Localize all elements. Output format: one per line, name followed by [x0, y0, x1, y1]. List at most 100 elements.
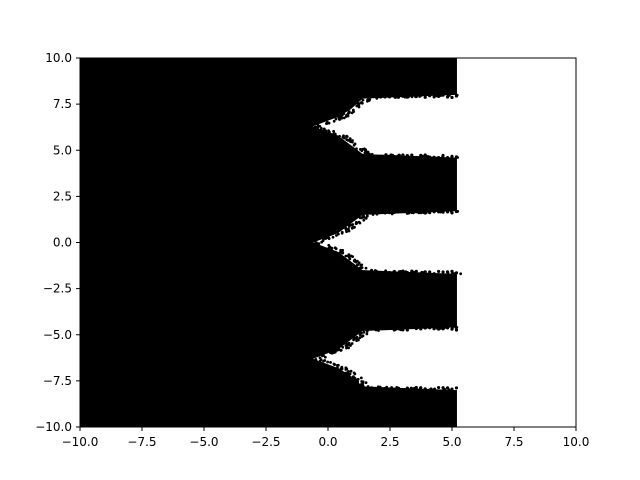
- scatter-point: [352, 338, 355, 342]
- scatter-point: [322, 128, 326, 132]
- scatter-point: [374, 386, 378, 391]
- scatter-point: [355, 147, 358, 151]
- y-tick-label: 7.5: [53, 97, 72, 111]
- scatter-point: [352, 110, 356, 114]
- y-tick-label: −2.5: [43, 282, 72, 296]
- scatter-point: [405, 95, 409, 99]
- scatter-point: [345, 135, 349, 138]
- scatter-point: [335, 234, 338, 237]
- scatter-point: [378, 326, 383, 330]
- scatter-point: [329, 360, 332, 364]
- scatter-point: [370, 209, 374, 214]
- scatter-point: [327, 129, 330, 133]
- scatter-point: [365, 271, 369, 275]
- scatter-point: [387, 388, 392, 392]
- scatter-point: [428, 270, 432, 274]
- scatter-point: [410, 153, 414, 157]
- scatter-point: [349, 369, 353, 373]
- scatter-point: [450, 95, 454, 100]
- scatter-point: [423, 387, 427, 391]
- scatter-point: [437, 327, 441, 331]
- scatter-point: [384, 269, 388, 273]
- scatter-point: [342, 116, 346, 120]
- scatter-point: [432, 272, 436, 276]
- scatter-point: [365, 94, 369, 98]
- scatter-point: [315, 241, 319, 245]
- scatter-point: [450, 211, 454, 215]
- scatter-point: [315, 126, 319, 130]
- scatter-point: [366, 99, 369, 103]
- scatter-point: [355, 378, 358, 382]
- scatter-point: [353, 225, 356, 229]
- x-tick-label: 7.5: [504, 435, 523, 449]
- scatter-point: [445, 95, 450, 99]
- scatter-point: [338, 117, 341, 121]
- scatter-point: [322, 353, 325, 357]
- scatter-point: [437, 269, 441, 274]
- scatter-point: [336, 348, 339, 352]
- y-tick-label: −7.5: [43, 374, 72, 388]
- plot-area: [80, 58, 463, 427]
- scatter-point: [317, 242, 321, 246]
- scatter-point: [332, 132, 336, 135]
- scatter-point: [401, 209, 405, 213]
- scatter-filled-region: [80, 58, 457, 427]
- scatter-point: [359, 266, 362, 270]
- scatter-point: [348, 110, 351, 114]
- scatter-point: [387, 270, 392, 275]
- scatter-point: [450, 269, 454, 273]
- scatter-point: [334, 247, 338, 251]
- scatter-point: [356, 102, 360, 105]
- scatter-point: [454, 386, 459, 390]
- scatter-point: [445, 270, 450, 274]
- y-tick-label: 10.0: [45, 51, 72, 65]
- scatter-point: [352, 376, 356, 380]
- scatter-point: [454, 155, 459, 159]
- scatter-point: [392, 387, 396, 391]
- scatter-point: [365, 154, 369, 159]
- scatter-point: [390, 386, 393, 389]
- scatter-point: [318, 124, 322, 128]
- scatter-point: [361, 212, 365, 216]
- scatter-point: [374, 269, 378, 273]
- scatter-point: [320, 126, 323, 130]
- y-tick-label: −5.0: [43, 328, 72, 342]
- scatter-point: [450, 327, 454, 331]
- scatter-point: [348, 137, 352, 141]
- scatter-point: [405, 328, 409, 332]
- y-tick-label: 0.0: [53, 236, 72, 250]
- scatter-point: [432, 388, 436, 392]
- scatter-point: [396, 271, 401, 275]
- scatter-point: [428, 94, 432, 98]
- scatter-point: [358, 336, 362, 339]
- scatter-point: [345, 113, 349, 117]
- axes: −10.0 −7.5 −5.0 −2.5 0.0 2.5 5.0 7.5 10.0 −10.0 −7…: [35, 51, 589, 449]
- scatter-point: [445, 155, 450, 160]
- scatter-point: [376, 385, 380, 389]
- scatter-point: [401, 153, 405, 157]
- scatter-point: [454, 94, 459, 98]
- scatter-point: [355, 259, 359, 263]
- scatter-point: [405, 270, 409, 275]
- scatter-point: [358, 333, 362, 337]
- scatter-point: [341, 248, 345, 252]
- scatter-point: [432, 95, 436, 99]
- scatter-point: [432, 210, 436, 214]
- scatter-point: [370, 326, 374, 330]
- scatter-point: [387, 211, 392, 215]
- scatter-point: [392, 93, 396, 97]
- scatter-point: [437, 385, 441, 390]
- scatter-point: [452, 272, 456, 275]
- scatter-point: [370, 271, 374, 275]
- scatter-point: [371, 213, 375, 216]
- scatter-point: [365, 332, 369, 336]
- scatter-point: [362, 330, 366, 334]
- scatter-point: [368, 152, 371, 156]
- scatter-point: [437, 155, 441, 160]
- scatter-point: [370, 95, 374, 99]
- scatter-point: [314, 357, 318, 361]
- scatter-point: [338, 134, 341, 138]
- scatter-point: [410, 269, 414, 273]
- scatter-point: [410, 210, 414, 215]
- scatter-point: [378, 271, 383, 275]
